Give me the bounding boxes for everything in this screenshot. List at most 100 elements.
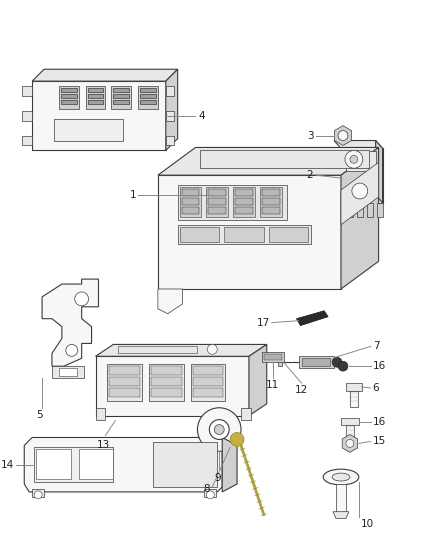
Circle shape: [345, 150, 363, 168]
Bar: [182, 189, 199, 196]
Circle shape: [209, 419, 229, 439]
Bar: [182, 207, 199, 214]
Circle shape: [207, 344, 217, 354]
Polygon shape: [158, 148, 378, 175]
Bar: [34, 447, 113, 482]
Polygon shape: [149, 364, 184, 401]
Circle shape: [230, 432, 244, 446]
Polygon shape: [222, 438, 237, 492]
Bar: [180, 187, 201, 217]
Bar: [110, 366, 140, 375]
Ellipse shape: [332, 473, 350, 481]
Polygon shape: [22, 86, 32, 96]
Bar: [182, 198, 199, 205]
Bar: [61, 88, 77, 92]
Text: 7: 7: [373, 342, 379, 351]
Text: 13: 13: [97, 440, 110, 450]
Polygon shape: [42, 279, 99, 366]
Circle shape: [75, 292, 88, 306]
Bar: [88, 100, 103, 104]
Bar: [235, 198, 253, 205]
Bar: [110, 388, 140, 397]
Bar: [208, 198, 226, 205]
Bar: [347, 203, 353, 217]
Bar: [264, 354, 282, 360]
Bar: [302, 358, 330, 366]
Bar: [193, 388, 223, 397]
Bar: [269, 227, 308, 243]
Bar: [235, 189, 253, 196]
Text: 14: 14: [1, 460, 14, 470]
Polygon shape: [107, 364, 142, 401]
Text: 3: 3: [307, 131, 313, 141]
Polygon shape: [59, 86, 79, 109]
Circle shape: [34, 491, 42, 499]
Bar: [79, 449, 113, 479]
Bar: [180, 227, 219, 243]
Polygon shape: [22, 111, 32, 121]
Bar: [205, 489, 216, 497]
Circle shape: [338, 361, 348, 371]
Bar: [206, 187, 228, 217]
Circle shape: [350, 155, 358, 163]
Polygon shape: [166, 69, 178, 150]
Polygon shape: [166, 86, 174, 96]
Bar: [262, 189, 279, 196]
Bar: [110, 377, 140, 386]
Text: 16: 16: [373, 361, 386, 371]
Bar: [377, 203, 382, 217]
Bar: [36, 449, 71, 479]
Bar: [262, 198, 279, 205]
Text: 12: 12: [295, 385, 308, 395]
Circle shape: [66, 344, 78, 356]
Polygon shape: [111, 86, 131, 109]
Text: 5: 5: [36, 410, 42, 420]
Bar: [262, 207, 279, 214]
Polygon shape: [341, 162, 378, 224]
Circle shape: [352, 183, 368, 199]
Bar: [300, 356, 334, 368]
Polygon shape: [24, 438, 222, 492]
Bar: [54, 119, 123, 141]
Circle shape: [214, 425, 224, 434]
Ellipse shape: [323, 469, 359, 485]
Bar: [113, 88, 129, 92]
Polygon shape: [95, 344, 267, 356]
Bar: [140, 100, 156, 104]
Polygon shape: [166, 111, 174, 121]
Bar: [193, 377, 223, 386]
Polygon shape: [178, 224, 311, 245]
Polygon shape: [334, 141, 382, 148]
Bar: [59, 368, 77, 376]
Bar: [113, 100, 129, 104]
Polygon shape: [32, 81, 166, 150]
Circle shape: [198, 408, 241, 451]
Polygon shape: [158, 175, 341, 289]
Text: 16: 16: [373, 417, 386, 426]
Polygon shape: [138, 86, 158, 109]
Polygon shape: [342, 434, 357, 453]
Bar: [346, 151, 376, 171]
Bar: [32, 489, 44, 497]
Bar: [208, 207, 226, 214]
Text: 10: 10: [361, 519, 374, 529]
Circle shape: [346, 439, 354, 447]
Circle shape: [332, 357, 342, 367]
Polygon shape: [341, 418, 359, 425]
Polygon shape: [166, 135, 174, 146]
Bar: [61, 100, 77, 104]
Bar: [346, 425, 354, 439]
Bar: [336, 484, 346, 512]
Polygon shape: [297, 311, 328, 326]
Polygon shape: [32, 69, 178, 81]
Bar: [208, 189, 226, 196]
Circle shape: [206, 491, 214, 499]
Bar: [140, 94, 156, 98]
Polygon shape: [22, 135, 32, 146]
Text: 2: 2: [307, 170, 313, 180]
Polygon shape: [333, 512, 349, 519]
Polygon shape: [191, 364, 225, 401]
Bar: [140, 88, 156, 92]
Polygon shape: [52, 366, 84, 378]
Bar: [151, 366, 182, 375]
